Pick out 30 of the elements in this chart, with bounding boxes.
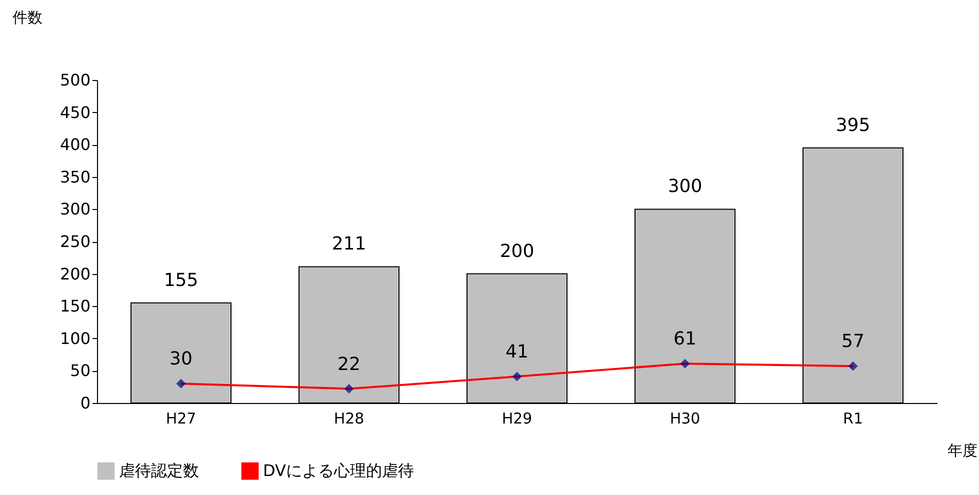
x-tick-label: H27 bbox=[166, 410, 196, 428]
y-tick-label: 500 bbox=[60, 70, 90, 90]
legend-label: 虐待認定数 bbox=[119, 461, 199, 480]
y-tick-label: 350 bbox=[60, 167, 90, 186]
x-axis-title: 年度 bbox=[948, 442, 978, 460]
data-label: 41 bbox=[506, 342, 528, 363]
data-label: 61 bbox=[674, 328, 696, 350]
y-tick-label: 200 bbox=[60, 264, 90, 284]
data-label: 22 bbox=[338, 354, 360, 375]
data-label: 300 bbox=[668, 176, 702, 198]
legend-label: DVによる心理的虐待 bbox=[263, 461, 414, 480]
data-label: 30 bbox=[170, 348, 192, 370]
data-label: 57 bbox=[842, 331, 864, 352]
y-tick-label: 450 bbox=[60, 102, 90, 122]
y-tick-label: 150 bbox=[60, 296, 90, 316]
x-tick-label: R1 bbox=[843, 410, 863, 428]
y-tick-label: 250 bbox=[60, 232, 90, 251]
data-label: 395 bbox=[836, 114, 870, 136]
y-tick-label: 400 bbox=[60, 135, 90, 154]
data-label: 211 bbox=[332, 234, 366, 255]
y-tick-label: 50 bbox=[70, 361, 90, 380]
y-tick-label: 100 bbox=[60, 328, 90, 348]
y-tick-label: 0 bbox=[80, 394, 90, 412]
y-axis-title: 件数 bbox=[12, 8, 42, 26]
y-tick-label: 300 bbox=[60, 200, 90, 219]
x-tick-label: H30 bbox=[670, 410, 700, 428]
data-label: 155 bbox=[164, 270, 198, 291]
x-tick-label: H29 bbox=[502, 410, 532, 428]
data-label: 200 bbox=[500, 240, 534, 262]
x-tick-label: H28 bbox=[334, 410, 364, 428]
